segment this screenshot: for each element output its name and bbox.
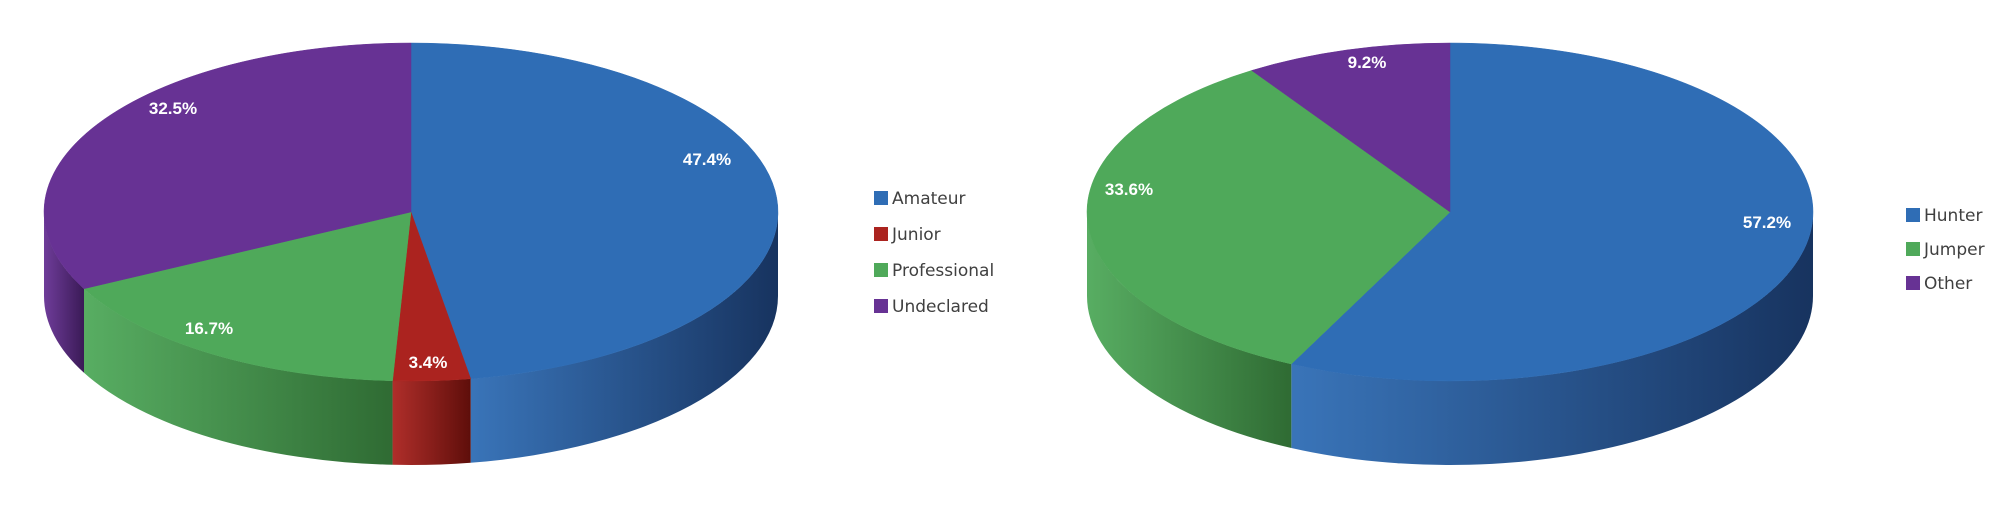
pie-side-walls [1087,212,1813,466]
legend-label: Jumper [1923,240,1985,260]
slice-side-hunter [1291,212,1813,466]
slice-other [1251,42,1451,213]
legend-swatch [874,299,888,313]
pie-data-labels: 57.2% 33.6% 9.2% [1105,53,1791,232]
data-label-junior: 3.4% [409,353,448,372]
slice-jumper [1086,70,1451,365]
legend-label: Professional [892,261,994,281]
data-label-hunter: 57.2% [1743,213,1791,232]
legend-item-junior: Junior [874,225,941,245]
slice-side-amateur [470,212,778,463]
legend-label: Hunter [1924,206,1982,226]
legend-item-amateur: Amateur [874,189,966,209]
slice-side-professional [84,288,393,465]
legend-label: Junior [891,225,941,245]
legend-left: Amateur Junior Professional Undeclared [874,189,994,317]
legend-right: Hunter Jumper Other [1906,206,1985,294]
legend-label: Undeclared [892,297,989,317]
data-label-professional: 16.7% [185,319,233,338]
legend-swatch [874,191,888,205]
slice-side-jumper [1087,212,1292,448]
legend-item-other: Other [1906,274,1972,294]
legend-item-undeclared: Undeclared [874,297,989,317]
legend-swatch [1906,276,1920,290]
pie-top-slices [43,42,779,382]
slice-hunter [1290,42,1814,382]
slice-undeclared [43,42,412,289]
slice-professional [83,211,412,382]
pie-chart-right: 57.2% 33.6% 9.2% [1086,42,1814,466]
slice-amateur [410,42,779,380]
data-label-undeclared: 32.5% [149,99,197,118]
pie-chart-left: 47.4% 3.4% 16.7% 32.5% [43,42,779,466]
legend-item-hunter: Hunter [1906,206,1982,226]
legend-label: Amateur [892,189,966,209]
slice-side-undeclared [44,212,85,373]
legend-swatch [874,227,888,241]
slice-side-junior [392,378,471,466]
legend-item-professional: Professional [874,261,994,281]
pie-side-walls [44,212,778,466]
pie-data-labels: 47.4% 3.4% 16.7% 32.5% [149,99,731,372]
data-label-jumper: 33.6% [1105,180,1153,199]
legend-item-jumper: Jumper [1906,240,1985,260]
legend-swatch [874,263,888,277]
pie-top-slices [1086,42,1814,382]
legend-swatch [1906,208,1920,222]
legend-label: Other [1924,274,1972,294]
data-label-amateur: 47.4% [683,150,731,169]
data-label-other: 9.2% [1348,53,1387,72]
legend-swatch [1906,242,1920,256]
